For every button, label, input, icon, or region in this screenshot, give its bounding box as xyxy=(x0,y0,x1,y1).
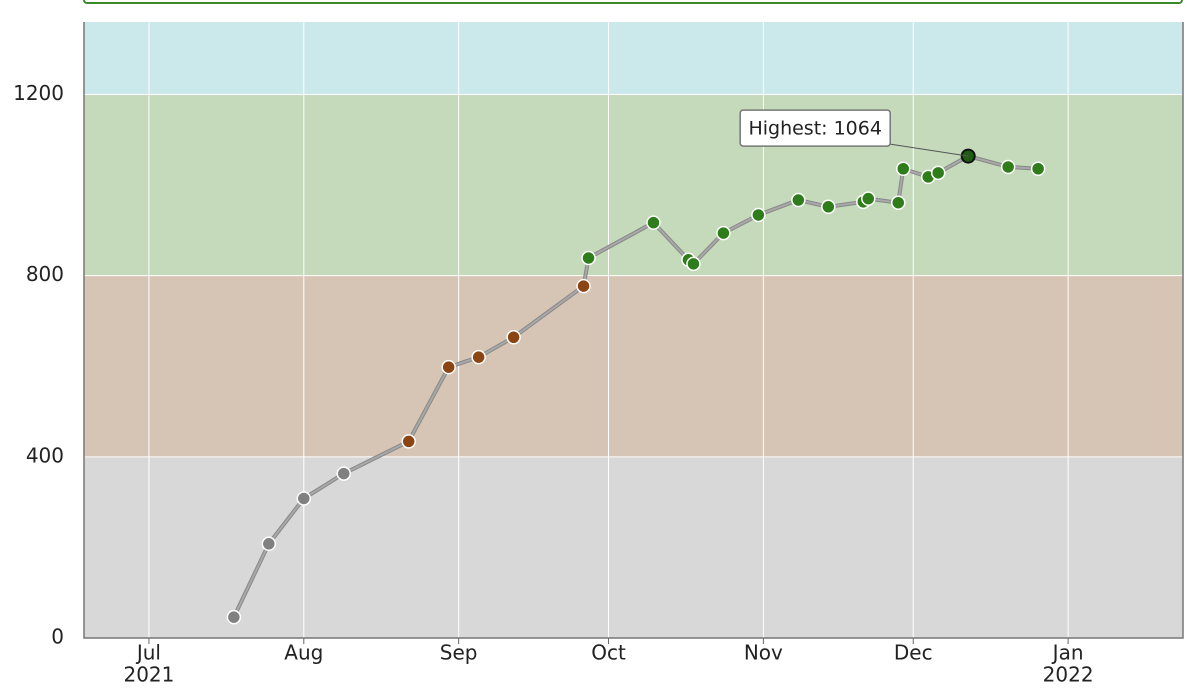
x-tick-label: Jul xyxy=(135,641,161,665)
x-tick-label: Aug xyxy=(284,641,323,665)
point xyxy=(1030,161,1046,177)
y-tick-label: 400 xyxy=(26,443,64,467)
point xyxy=(506,329,521,345)
point xyxy=(751,207,766,223)
grid xyxy=(84,22,1183,639)
point xyxy=(896,161,911,177)
annotation-box xyxy=(739,109,891,147)
x-tick-label: 2021 xyxy=(123,663,174,687)
x-tick-label: Oct xyxy=(591,641,626,665)
point xyxy=(261,536,277,552)
x-tick-label: Dec xyxy=(894,641,933,665)
point xyxy=(471,349,486,365)
point xyxy=(296,491,312,506)
point xyxy=(576,278,591,294)
band xyxy=(84,456,1183,638)
point xyxy=(441,359,456,375)
marks xyxy=(226,148,1046,625)
point xyxy=(226,609,242,625)
point xyxy=(861,191,876,206)
point xyxy=(821,199,836,215)
band xyxy=(84,94,1183,276)
y-tick-label: 0 xyxy=(51,625,64,649)
point xyxy=(401,434,416,449)
point xyxy=(930,165,946,181)
top-panel-edge xyxy=(83,0,1183,4)
point xyxy=(686,256,701,272)
point xyxy=(581,250,596,266)
point xyxy=(716,225,731,241)
point xyxy=(791,192,806,208)
axis-frame xyxy=(83,22,1184,639)
y-tick-label: 800 xyxy=(26,262,64,286)
band xyxy=(84,275,1183,457)
x-tick-label: Nov xyxy=(744,641,783,665)
x-tick-label: Jan xyxy=(1051,641,1084,665)
annotation-connector xyxy=(890,143,969,157)
annotation: Highest: 1064 xyxy=(748,118,882,140)
x-tick-label: Sep xyxy=(440,641,478,665)
point xyxy=(891,195,906,210)
point xyxy=(646,215,661,230)
x-tick-label: 2022 xyxy=(1043,663,1094,687)
annotation-layer: Highest: 1064 xyxy=(739,109,969,157)
bands xyxy=(84,22,1183,638)
y-tick-label: 1200 xyxy=(13,81,64,105)
point xyxy=(336,466,352,481)
band xyxy=(84,22,1183,95)
point xyxy=(1000,159,1016,175)
